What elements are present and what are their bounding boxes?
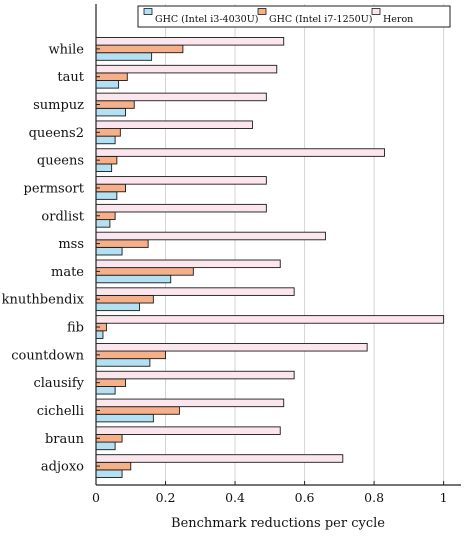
bar [95, 44, 184, 54]
bar [95, 287, 295, 296]
bar [95, 413, 154, 423]
bar [95, 52, 153, 61]
bar [95, 107, 126, 117]
category-label: queens2 [29, 126, 84, 141]
x-tick-label: 0.6 [295, 490, 315, 505]
x-tick-label: 1 [440, 490, 448, 505]
category-label: permsort [24, 181, 85, 196]
bar [95, 183, 126, 193]
bars-layer [95, 37, 445, 478]
bar [95, 378, 126, 387]
category-label: ordlist [41, 209, 84, 224]
legend: GHC (Intel i3-4030U) GHC (Intel i7-1250U)… [137, 5, 451, 28]
bar [95, 358, 151, 367]
bar [95, 246, 123, 256]
legend-label: GHC (Intel i3-4030U) [155, 14, 258, 25]
category-label: countdown [11, 348, 84, 363]
bar [95, 386, 116, 395]
bar [95, 302, 140, 312]
bar [95, 163, 113, 173]
x-axis-title: Benchmark reductions per cycle [171, 516, 385, 531]
bar [95, 469, 123, 478]
bar [95, 100, 135, 109]
bar [95, 120, 253, 129]
x-tick-label: 0 [92, 490, 100, 505]
legend-label: Heron [383, 14, 413, 25]
bar [95, 191, 118, 200]
bar [95, 203, 267, 213]
bar [95, 370, 295, 380]
bar [95, 259, 281, 269]
legend-swatch [371, 8, 381, 15]
bar [95, 315, 445, 324]
bar [95, 135, 116, 145]
bar [95, 148, 385, 157]
category-label: cichelli [37, 404, 84, 419]
category-label: braun [45, 432, 85, 447]
bar [95, 64, 278, 74]
category-label: queens [37, 154, 84, 169]
bar [95, 330, 104, 339]
bar [95, 274, 172, 284]
legend-label: GHC (Intel i7-1250U) [269, 14, 372, 25]
x-tick-label: 0.2 [156, 490, 176, 505]
bar [95, 37, 285, 46]
axis-layer: 0 0.2 0.4 0.6 0.8 1 while taut sumpuz queens2 quee… [2, 4, 461, 505]
bar [95, 92, 267, 102]
bar [95, 398, 285, 408]
category-label: while [48, 42, 84, 57]
bar [95, 406, 180, 415]
bar [95, 176, 267, 185]
grid-layer [165, 4, 445, 485]
bar [95, 267, 194, 276]
bar [95, 80, 120, 89]
category-label: clausify [33, 376, 84, 391]
legend-swatch [143, 8, 153, 15]
category-label: mate [51, 265, 84, 280]
x-tick-label: 0.8 [364, 490, 384, 505]
category-label: taut [57, 70, 84, 85]
bar [95, 72, 128, 81]
bar [95, 350, 166, 360]
category-label: knuthbendix [2, 293, 85, 308]
bar [95, 219, 111, 228]
category-label: mss [58, 237, 84, 252]
bar [95, 231, 326, 241]
category-label: sumpuz [33, 98, 84, 113]
legend-swatch [257, 8, 267, 15]
bar [95, 441, 116, 451]
bar [95, 454, 344, 463]
bar [95, 426, 281, 435]
bar [95, 461, 132, 471]
bar [95, 294, 154, 304]
category-label: fib [67, 321, 84, 336]
category-label: adjoxo [41, 460, 84, 475]
x-tick-label: 0.4 [225, 490, 245, 505]
bar [95, 342, 368, 352]
bar [95, 239, 149, 248]
